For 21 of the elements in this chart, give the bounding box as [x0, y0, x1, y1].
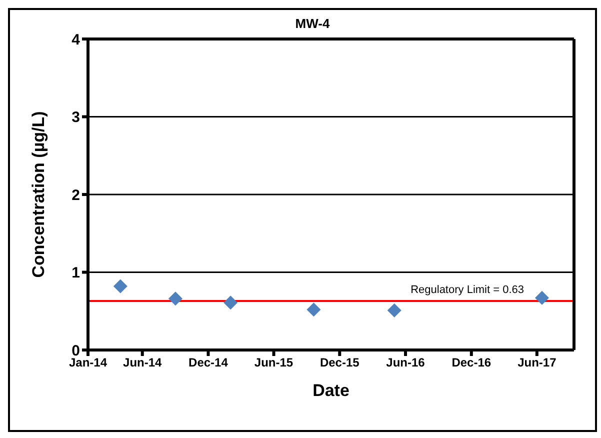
- point: [168, 292, 182, 306]
- x-tick-label: Dec-15: [320, 356, 360, 370]
- x-tick-label: Dec-16: [452, 356, 492, 370]
- chart-title: MW-4: [295, 16, 330, 31]
- y-axis-title: Concentration (µg/L): [29, 111, 48, 278]
- y-tick-label: 2: [72, 186, 80, 204]
- x-tick-label: Jun-15: [254, 356, 294, 370]
- x-tick-label: Jun-16: [386, 356, 426, 370]
- point: [224, 296, 238, 310]
- x-tick-label: Jun-17: [518, 356, 557, 370]
- point: [534, 290, 549, 305]
- y-tick-label: 1: [72, 264, 80, 282]
- x-tick-label: Jun-14: [123, 356, 162, 370]
- x-tick-label: Dec-14: [188, 356, 228, 370]
- x-axis-title: Date: [312, 381, 350, 400]
- point: [387, 303, 402, 318]
- y-tick-label: 3: [72, 109, 80, 126]
- y-tick-label: 4: [72, 31, 81, 48]
- ref-line-label: Regulatory Limit = 0.63: [410, 284, 524, 296]
- point: [306, 302, 321, 317]
- point: [113, 279, 128, 294]
